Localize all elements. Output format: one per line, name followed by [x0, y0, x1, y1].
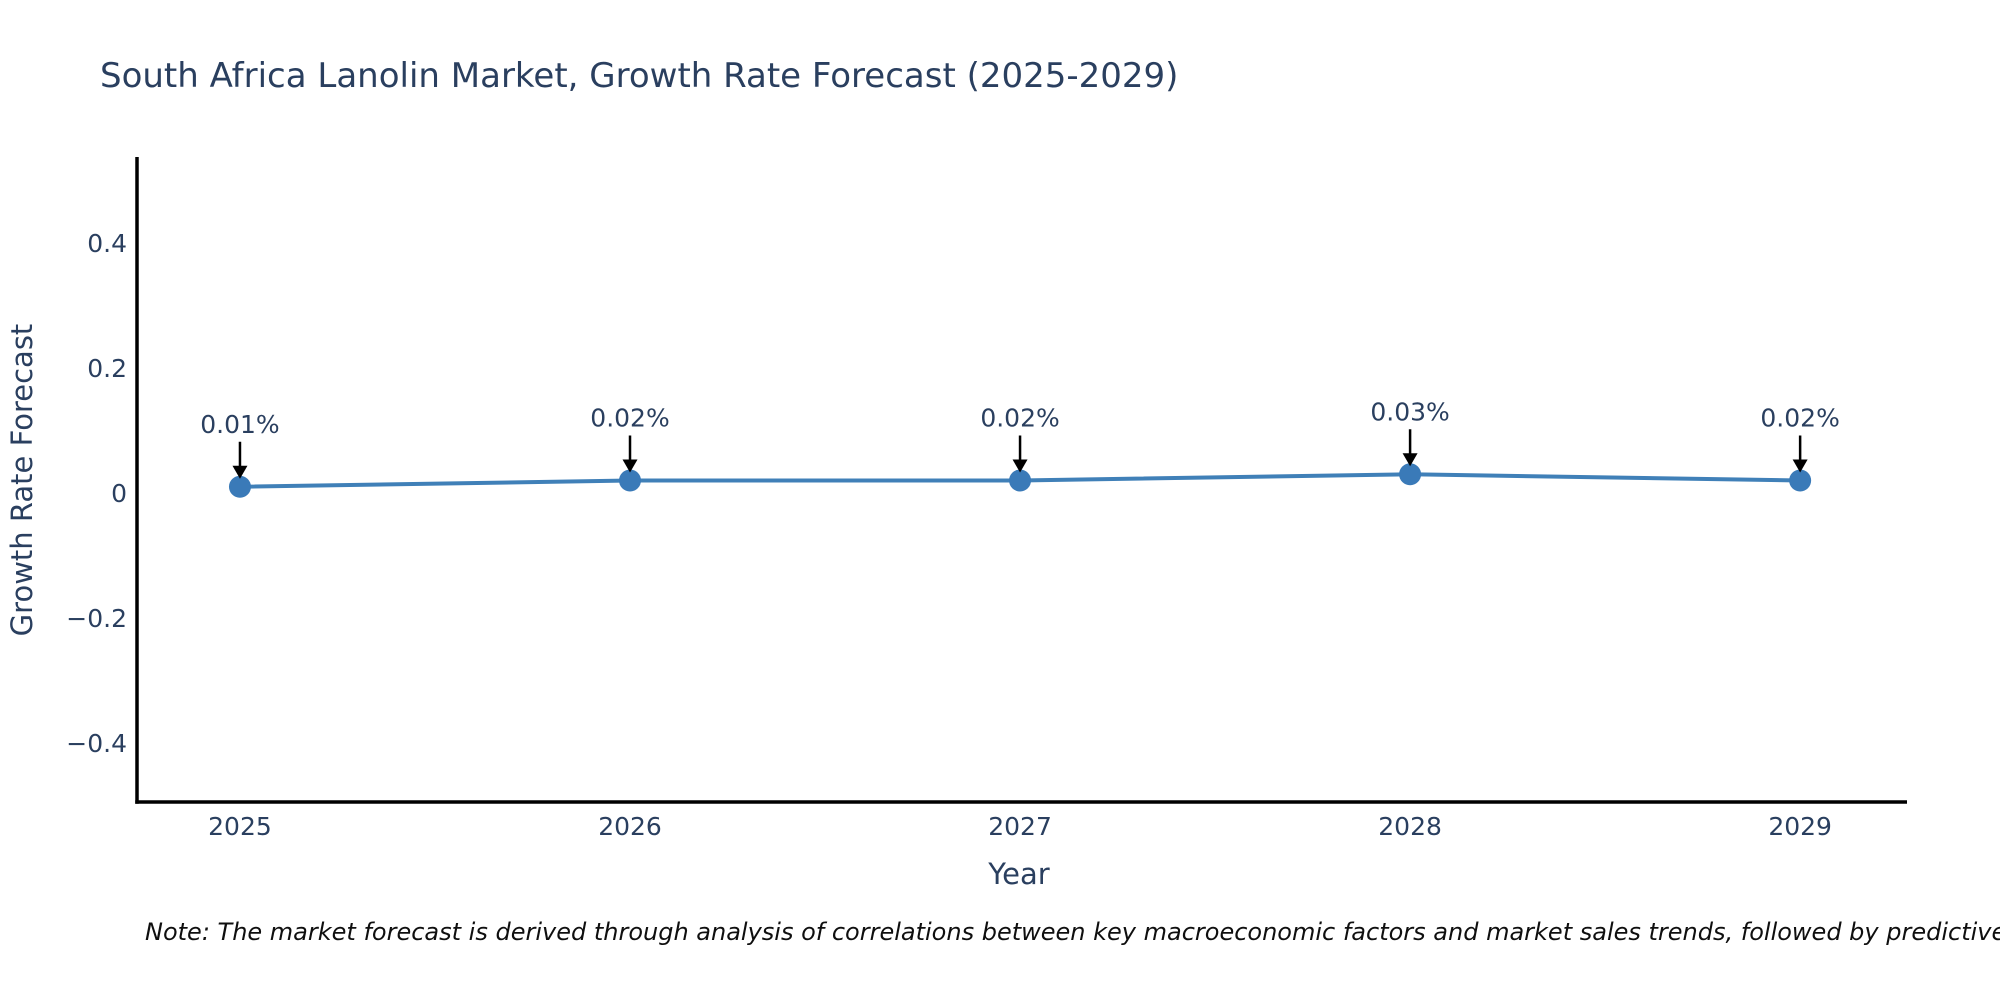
y-tick-label: 0.2	[87, 354, 127, 383]
point-annotations: 0.01% 0.02% 0.02% 0.03% 0.02%	[200, 397, 1840, 479]
data-point-marker	[619, 469, 642, 492]
annotation-arrowhead-icon	[232, 465, 248, 479]
annotation-arrowhead-icon	[1012, 459, 1028, 473]
annotation-label: 0.02%	[590, 404, 669, 433]
forecast-line-series	[228, 463, 1812, 498]
annotation-label: 0.03%	[1370, 397, 1449, 426]
data-point-marker	[228, 475, 251, 498]
x-axis-tick-labels: 2025 2026 2027 2028 2029	[208, 812, 1832, 841]
y-tick-label: −0.4	[66, 729, 127, 758]
x-tick-label: 2027	[988, 812, 1052, 841]
x-tick-label: 2029	[1768, 812, 1832, 841]
footnote: Note: The market forecast is derived thr…	[145, 918, 2000, 946]
x-axis-title: Year	[987, 857, 1049, 891]
annotation-arrowhead-icon	[1792, 459, 1808, 473]
x-tick-label: 2026	[598, 812, 662, 841]
y-tick-label: 0	[111, 479, 127, 508]
x-tick-label: 2025	[208, 812, 272, 841]
y-tick-label: 0.4	[87, 229, 127, 258]
y-tick-label: −0.2	[66, 604, 127, 633]
data-point-marker	[1399, 463, 1422, 486]
annotation-label: 0.01%	[200, 410, 279, 439]
annotation-arrowhead-icon	[622, 459, 638, 473]
y-axis-tick-labels: 0.4 0.2 0 −0.2 −0.4	[66, 229, 127, 758]
annotation-label: 0.02%	[1760, 404, 1839, 433]
annotation-arrowhead-icon	[1402, 453, 1418, 467]
data-point-marker	[1789, 469, 1812, 492]
data-point-marker	[1009, 469, 1032, 492]
y-axis-title: Growth Rate Forecast	[5, 324, 39, 637]
annotation-label: 0.02%	[980, 404, 1059, 433]
chart-title: South Africa Lanolin Market, Growth Rate…	[100, 56, 1178, 96]
x-tick-label: 2028	[1378, 812, 1442, 841]
